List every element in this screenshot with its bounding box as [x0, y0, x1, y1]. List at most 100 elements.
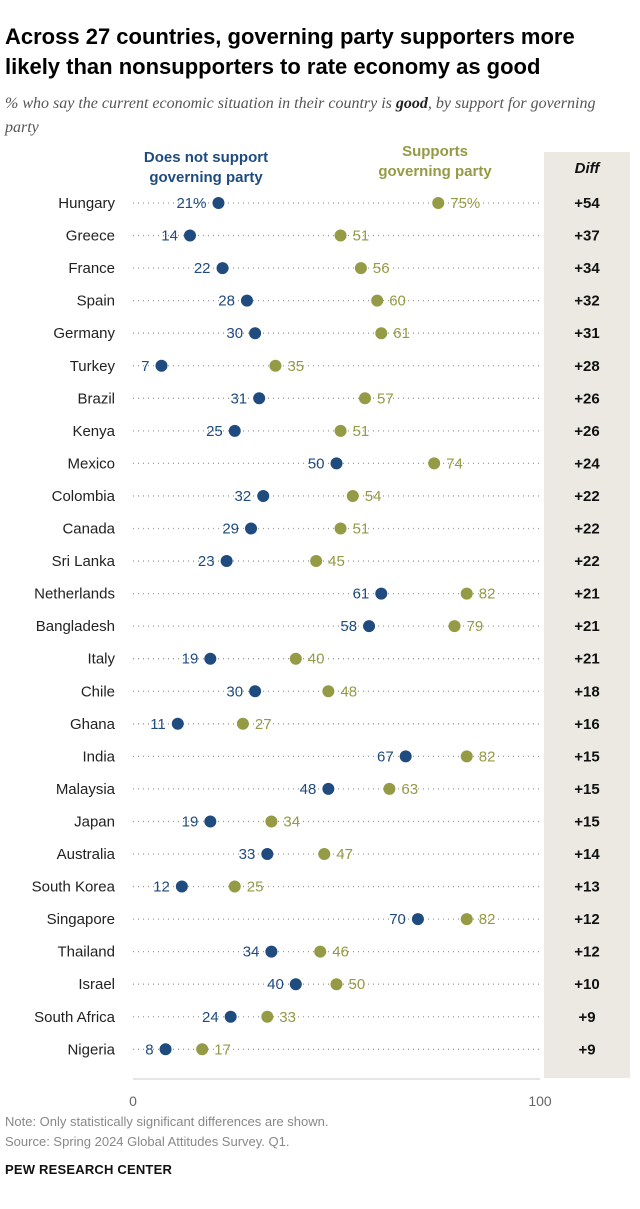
- nonsupport-dot: [289, 978, 302, 991]
- chart-row: Bangladesh 58 79 +21: [36, 618, 600, 635]
- legend-support-line1: Supports: [402, 143, 468, 160]
- diff-value: +15: [574, 813, 599, 830]
- support-value-label: 82: [479, 586, 496, 603]
- nonsupport-dot: [183, 229, 196, 242]
- nonsupport-dot: [265, 945, 278, 958]
- country-label: Australia: [57, 846, 116, 863]
- nonsupport-value-label: 32: [235, 488, 252, 505]
- nonsupport-value-label: 12: [153, 879, 170, 896]
- country-label: Spain: [77, 293, 115, 310]
- support-value-label: 60: [389, 293, 406, 310]
- chart-note: Note: Only statistically significant dif…: [5, 1114, 329, 1129]
- country-label: Netherlands: [34, 586, 115, 603]
- nonsupport-dot: [228, 424, 241, 437]
- legend-nonsupport-line2: governing party: [149, 169, 263, 186]
- nonsupport-dot: [155, 359, 168, 372]
- support-dot: [375, 327, 388, 340]
- support-dot: [269, 359, 282, 372]
- nonsupport-dot: [171, 717, 184, 730]
- nonsupport-value-label: 29: [222, 521, 239, 538]
- chart-row: India 67 82 +15: [82, 748, 599, 765]
- nonsupport-value-label: 48: [300, 781, 317, 798]
- country-label: Canada: [62, 521, 115, 538]
- nonsupport-dot: [253, 392, 266, 405]
- nonsupport-dot: [399, 750, 412, 763]
- nonsupport-dot: [322, 782, 335, 795]
- country-label: Thailand: [57, 944, 115, 961]
- country-label: Israel: [78, 976, 115, 993]
- support-dot: [460, 750, 473, 763]
- support-dot: [334, 522, 347, 535]
- subtitle-emphasis: good: [395, 95, 428, 112]
- diff-value: +15: [574, 781, 599, 798]
- nonsupport-dot: [363, 620, 376, 633]
- chart-row: Colombia 32 54 +22: [52, 488, 600, 505]
- chart-row: Kenya 25 51 +26: [72, 423, 599, 440]
- support-dot: [310, 555, 323, 568]
- diff-value: +22: [574, 553, 599, 570]
- chart-row: Hungary 21% 75% +54: [58, 195, 600, 212]
- nonsupport-value-label: 8: [145, 1041, 153, 1058]
- diff-value: +54: [574, 195, 600, 212]
- legend-nonsupport-line1: Does not support: [144, 149, 268, 166]
- nonsupport-value-label: 40: [267, 976, 284, 993]
- subtitle-text-after: , by support for governing party: [5, 95, 596, 136]
- support-dot: [289, 652, 302, 665]
- support-value-label: 33: [279, 1009, 296, 1026]
- chart-row: Spain 28 60 +32: [77, 293, 600, 310]
- diff-value: +21: [574, 586, 599, 603]
- diff-value: +21: [574, 651, 599, 668]
- nonsupport-value-label: 19: [182, 813, 199, 830]
- country-label: Kenya: [72, 423, 115, 440]
- nonsupport-dot: [249, 685, 262, 698]
- nonsupport-value-label: 14: [161, 228, 178, 245]
- support-dot: [428, 457, 441, 470]
- support-dot: [261, 1010, 274, 1023]
- support-dot: [318, 848, 331, 860]
- chart-row: Israel 40 50 +10: [78, 976, 599, 993]
- support-dot: [460, 587, 473, 600]
- nonsupport-value-label: 11: [150, 716, 166, 733]
- support-value-label: 57: [377, 390, 394, 407]
- diff-value: +37: [574, 228, 599, 245]
- country-label: India: [82, 748, 115, 765]
- country-label: Turkey: [70, 358, 116, 375]
- country-label: France: [68, 260, 115, 277]
- diff-value: +9: [578, 1041, 595, 1058]
- support-value-label: 63: [401, 781, 418, 798]
- support-dot: [334, 424, 347, 437]
- chart-row: Netherlands 61 82 +21: [34, 586, 600, 603]
- country-label: Greece: [66, 228, 115, 245]
- support-value-label: 48: [340, 683, 357, 700]
- support-dot: [228, 880, 241, 893]
- nonsupport-dot: [249, 327, 262, 340]
- support-value-label: 45: [328, 553, 345, 570]
- nonsupport-value-label: 22: [194, 260, 211, 277]
- nonsupport-value-label: 19: [182, 651, 199, 668]
- diff-value: +22: [574, 488, 599, 505]
- chart-row: South Korea 12 25 +13: [32, 879, 600, 896]
- support-dot: [460, 913, 473, 926]
- chart-row: Greece 14 51 +37: [66, 228, 600, 245]
- nonsupport-dot: [257, 489, 270, 502]
- support-dot: [314, 945, 327, 958]
- chart-row: Ghana 11 27 +16: [70, 716, 600, 733]
- support-value-label: 47: [336, 846, 353, 863]
- support-dot: [236, 717, 249, 730]
- chart-source: Source: Spring 2024 Global Attitudes Sur…: [5, 1134, 290, 1149]
- nonsupport-dot: [375, 587, 388, 600]
- nonsupport-value-label: 31: [230, 390, 247, 407]
- nonsupport-value-label: 50: [308, 455, 325, 472]
- nonsupport-value-label: 33: [239, 846, 256, 863]
- diff-value: +21: [574, 618, 599, 635]
- support-value-label: 35: [287, 358, 304, 375]
- diff-value: +34: [574, 260, 600, 277]
- support-dot: [196, 1043, 209, 1056]
- country-label: Bangladesh: [36, 618, 115, 635]
- nonsupport-value-label: 25: [206, 423, 223, 440]
- diff-value: +28: [574, 358, 599, 375]
- nonsupport-dot: [330, 457, 343, 470]
- chart-row: Italy 19 40 +21: [87, 651, 599, 668]
- support-value-label: 82: [479, 911, 496, 928]
- country-label: Germany: [53, 325, 115, 342]
